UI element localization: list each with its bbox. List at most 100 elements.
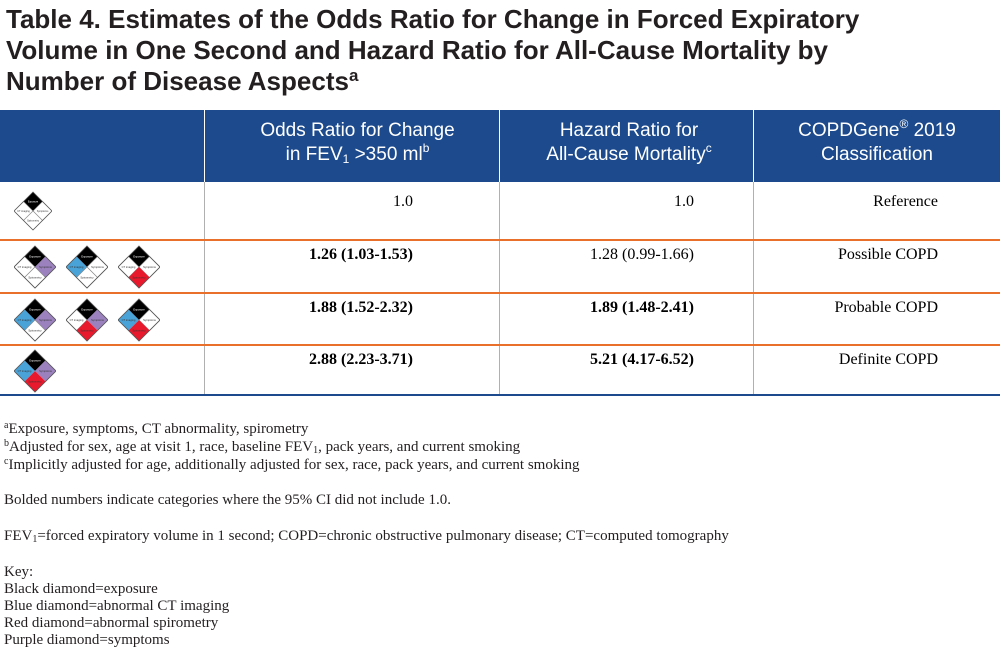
diamond-label-right: Symptoms xyxy=(39,265,52,269)
diamond-label-top: Exposure xyxy=(81,308,93,312)
table-row: Exposure CT imaging Symptoms Spirometry Exp… xyxy=(0,294,1000,344)
disease-diamond-icon: Exposure CT imaging Symptoms Spirometry xyxy=(13,191,53,231)
key-black: Black diamond=exposure xyxy=(4,581,158,597)
diamond-label-right: Symptoms xyxy=(39,369,52,373)
footnote-c-mark: c xyxy=(4,456,9,467)
diamond-label-left: CT imaging xyxy=(17,210,30,213)
body-divider-3 xyxy=(753,182,754,394)
diamond-label-left: CT imaging xyxy=(122,265,136,269)
row-separator xyxy=(0,344,1000,346)
exposure-ct-spirometry-diamond-icon: Exposure CT imaging Symptoms Spirometry xyxy=(117,298,161,342)
classification-cell: Reference xyxy=(873,193,938,210)
header-class-sup: ® xyxy=(899,117,909,131)
header-class-line1: COPDGene® 2019 xyxy=(754,117,1000,143)
abbr-sub: 1 xyxy=(32,534,38,545)
diamond-label-bottom: Spirometry xyxy=(80,329,94,333)
title-line-2: Volume in One Second and Hazard Ratio fo… xyxy=(6,35,829,65)
diamond-label-left: CT imaging xyxy=(18,265,32,269)
header-divider-2 xyxy=(499,110,500,182)
body-divider-1 xyxy=(204,182,205,394)
footnote-a-text: Exposure, symptoms, CT abnormality, spir… xyxy=(8,421,309,437)
exposure-symptoms-spirometry-diamond-icon: Exposure CT imaging Symptoms Spirometry xyxy=(65,298,109,342)
diamond-label-bottom: Spirometry xyxy=(27,219,40,222)
diamond-label-right: Symptoms xyxy=(37,210,49,213)
table-bottom-rule xyxy=(0,394,1000,396)
classification-cell: Probable COPD xyxy=(834,299,938,316)
abbreviations-note: FEV1=forced expiratory volume in 1 secon… xyxy=(4,527,729,545)
header-hazard-line2-text: All-Cause Mortality xyxy=(546,144,706,165)
diamond-label-top: Exposure xyxy=(29,255,41,259)
exposure-ct-diamond-icon: Exposure CT imaging Symptoms Spirometry xyxy=(65,245,109,289)
diamond-label-bottom: Spirometry xyxy=(28,276,42,280)
diamond-group: Exposure CT imaging Symptoms Spirometry xyxy=(13,190,62,237)
table-row: Exposure CT imaging Symptoms Spirometry Exp… xyxy=(0,241,1000,292)
header-classification: COPDGene® 2019 Classification xyxy=(754,117,1000,167)
table-row: Exposure CT imaging Symptoms Spirometry 2.8… xyxy=(0,346,1000,394)
header-odds-line2-pre: in FEV xyxy=(285,144,343,165)
diamond-group: Exposure CT imaging Symptoms Spirometry Exp… xyxy=(13,298,170,347)
key-title: Key: xyxy=(4,564,34,580)
hazard-ratio-cell: 1.28 (0.99-1.66) xyxy=(590,246,694,263)
header-odds-ratio: Odds Ratio for Change in FEV1 >350 mlb xyxy=(205,119,510,167)
diamond-label-top: Exposure xyxy=(133,308,145,312)
abbr-pre: FEV xyxy=(4,528,33,544)
diamond-label-bottom: Spirometry xyxy=(132,276,146,280)
title-footnote-mark: a xyxy=(348,66,359,85)
diamond-label-bottom: Spirometry xyxy=(132,329,146,333)
odds-ratio-cell: 1.26 (1.03-1.53) xyxy=(309,246,413,263)
diamond-label-top: Exposure xyxy=(133,255,145,259)
classification-cell: Definite COPD xyxy=(838,351,938,368)
footnote-b-sub: 1 xyxy=(313,445,319,456)
diamond-label-top: Exposure xyxy=(81,255,93,259)
hazard-ratio-cell: 1.89 (1.48-2.41) xyxy=(590,299,694,316)
diamond-label-right: Symptoms xyxy=(91,265,104,269)
table-row: Exposure CT imaging Symptoms Spirometry 1.0… xyxy=(0,182,1000,240)
diamond-label-left: CT imaging xyxy=(122,318,136,322)
classification-cell: Possible COPD xyxy=(837,246,938,263)
title-line-3-text: Number of Disease Aspects xyxy=(6,66,349,96)
header-hazard-ratio: Hazard Ratio for All-Cause Mortalityc xyxy=(500,119,758,167)
header-hazard-line2: All-Cause Mortalityc xyxy=(500,141,758,167)
header-class-line2: Classification xyxy=(821,144,933,165)
hazard-ratio-cell: 5.21 (4.17-6.52) xyxy=(590,351,694,368)
footnote-a-mark: a xyxy=(4,420,9,431)
header-divider-3 xyxy=(753,110,754,182)
diamond-group: Exposure CT imaging Symptoms Spirometry Exp… xyxy=(13,245,170,294)
diamond-label-right: Symptoms xyxy=(143,265,156,269)
header-odds-line2-post: >350 ml xyxy=(349,144,423,165)
header-odds-sub: 1 xyxy=(342,152,350,166)
table-title: Table 4. Estimates of the Odds Ratio for… xyxy=(6,4,996,97)
diamond-label-right: Symptoms xyxy=(39,318,52,322)
row-separator xyxy=(0,239,1000,241)
diamond-label-left: CT imaging xyxy=(18,318,32,322)
bold-note: Bolded numbers indicate categories where… xyxy=(4,492,451,508)
footnote-c: cImplicitly adjusted for age, additional… xyxy=(4,456,580,474)
diamond-label-left: CT imaging xyxy=(70,265,84,269)
diamond-label-right: Symptoms xyxy=(143,318,156,322)
footnote-c-text: Implicitly adjusted for age, additionall… xyxy=(8,457,580,473)
key-red: Red diamond=abnormal spirometry xyxy=(4,615,219,631)
header-class-pre: COPDGene xyxy=(798,120,900,141)
header-class-post: 2019 xyxy=(908,120,956,141)
diamond-label-bottom: Spirometry xyxy=(80,276,94,280)
table-header: Odds Ratio for Change in FEV1 >350 mlb H… xyxy=(0,110,1000,182)
exposure-ct-symptoms-diamond-icon: Exposure CT imaging Symptoms Spirometry xyxy=(13,298,57,342)
body-divider-2 xyxy=(499,182,500,394)
title-line-1: Table 4. Estimates of the Odds Ratio for… xyxy=(6,4,860,34)
footnote-b: bAdjusted for sex, age at visit 1, race,… xyxy=(4,438,520,456)
header-divider-1 xyxy=(204,110,205,182)
header-hazard-line1: Hazard Ratio for xyxy=(559,120,699,141)
footnote-b-mark: b xyxy=(4,438,9,449)
footnote-b-text-pre: Adjusted for sex, age at visit 1, race, … xyxy=(9,439,314,455)
diamond-label-left: CT imaging xyxy=(18,369,32,373)
odds-ratio-cell: 1.0 xyxy=(393,193,413,210)
all-aspects-diamond-icon: Exposure CT imaging Symptoms Spirometry xyxy=(13,349,57,393)
header-odds-line1: Odds Ratio for Change xyxy=(260,120,455,141)
header-odds-line2: in FEV1 >350 mlb xyxy=(205,142,510,167)
diamond-group: Exposure CT imaging Symptoms Spirometry xyxy=(13,349,66,398)
diamond-label-bottom: Spirometry xyxy=(28,329,42,333)
exposure-symptoms-diamond-icon: Exposure CT imaging Symptoms Spirometry xyxy=(13,245,57,289)
diamond-label-right: Symptoms xyxy=(91,318,104,322)
title-line-3: Number of Disease Aspectsa xyxy=(6,66,996,97)
header-hazard-sup: c xyxy=(705,141,712,155)
